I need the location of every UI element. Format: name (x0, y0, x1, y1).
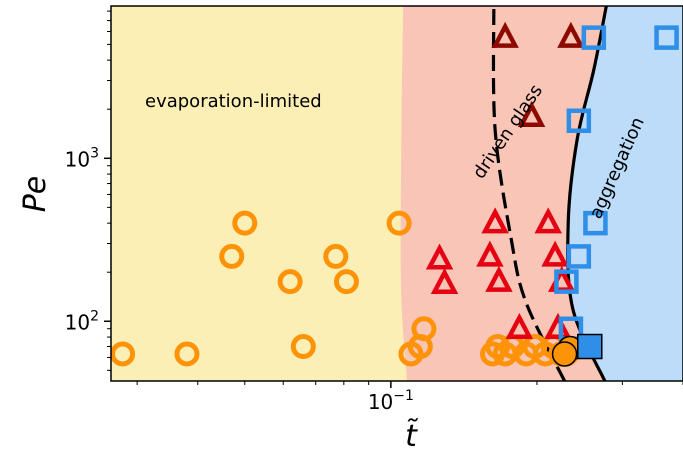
data-point-triangle (541, 240, 569, 267)
data-point-triangle (476, 240, 504, 267)
data-point-circle (174, 341, 200, 367)
data-point-triangle (505, 312, 534, 339)
data-point-square (566, 108, 592, 133)
boundary-solid (566, 6, 608, 381)
data-point-square (566, 244, 592, 269)
data-point-square (583, 210, 608, 236)
plot-frame (110, 5, 683, 382)
data-point-circle (111, 341, 136, 367)
data-point-filled-circle (551, 341, 578, 367)
axis-ticks: 10−1 102 103 (65, 10, 683, 414)
data-point-triangle (481, 207, 509, 234)
data-point-circle (386, 210, 412, 236)
phase-boundaries (491, 6, 608, 381)
data-markers (111, 21, 679, 367)
x-axis-label: t̃ (405, 419, 419, 454)
data-point-triangle (430, 267, 459, 294)
boundary-dashed (491, 6, 566, 381)
data-point-square (581, 25, 607, 50)
region-label-evaporation: evaporation-limited (145, 91, 322, 112)
data-point-filled-square (577, 333, 603, 360)
data-point-triangle (557, 21, 585, 48)
y-axis-label: Pe (18, 176, 53, 213)
data-point-triangle (425, 243, 454, 270)
data-point-triangle (485, 265, 513, 292)
data-point-triangle (534, 207, 562, 234)
data-point-circle (323, 243, 349, 269)
data-point-square (554, 269, 579, 294)
region-aggregation (567, 6, 683, 381)
y-tick-label: 102 (65, 308, 99, 334)
y-tick-label: 103 (65, 145, 99, 171)
data-point-triangle (517, 100, 546, 127)
data-point-circle (277, 269, 303, 295)
data-point-circle (411, 316, 437, 342)
data-point-triangle (491, 21, 519, 48)
phase-regions (111, 6, 683, 381)
data-point-square (654, 25, 679, 50)
data-point-circle (290, 334, 316, 360)
data-point-circle (219, 243, 245, 269)
data-point-circle (232, 210, 258, 236)
x-tick-label: 10−1 (368, 388, 414, 414)
data-point-circle (333, 269, 359, 295)
